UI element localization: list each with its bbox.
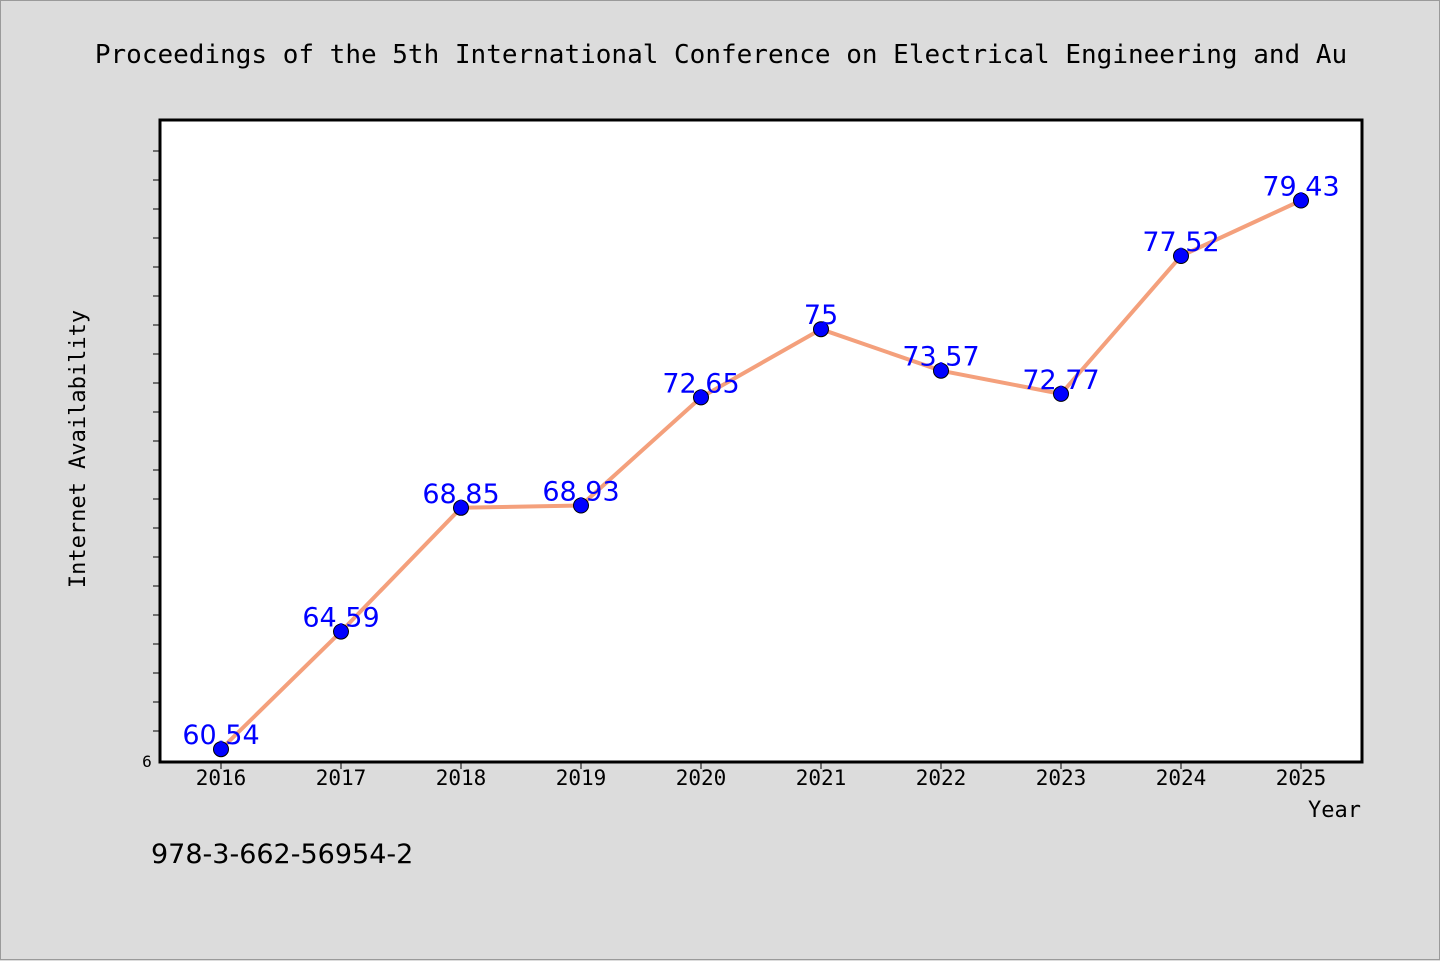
data-label: 72.77 <box>1022 365 1099 396</box>
x-tick-label: 2020 <box>676 766 727 790</box>
data-label: 68.93 <box>542 477 619 508</box>
data-label: 68.85 <box>422 479 499 510</box>
data-point <box>1053 385 1069 402</box>
y-axis-ticks <box>153 150 160 732</box>
x-tick-label: 2021 <box>796 766 847 790</box>
x-tick-label: 2025 <box>1276 766 1327 790</box>
data-labels: 60.54 64.59 68.85 68.93 72.65 75 73.57 72.77 77.… <box>182 172 1339 752</box>
data-label: 60.54 <box>182 720 259 751</box>
data-point <box>333 623 349 640</box>
plot-area <box>158 118 1364 764</box>
chart-title: Proceedings of the 5th International Con… <box>95 40 1347 70</box>
series-line <box>219 198 1303 752</box>
data-point <box>1293 192 1309 209</box>
data-point <box>573 497 589 514</box>
data-label: 72.65 <box>662 368 739 399</box>
data-point <box>693 389 709 406</box>
x-tick-label: 2022 <box>916 766 967 790</box>
x-tick-label: 2017 <box>316 766 367 790</box>
x-tick-label: 2019 <box>556 766 607 790</box>
y-tick-label: 6 <box>142 752 152 771</box>
data-point <box>213 741 229 758</box>
y-axis-label: Internet Availability <box>66 310 91 588</box>
x-tick-label: 2016 <box>196 766 247 790</box>
data-label: 73.57 <box>902 342 979 373</box>
data-label: 77.52 <box>1142 227 1219 258</box>
data-point <box>1173 248 1189 264</box>
data-point <box>933 362 949 379</box>
x-tick-label: 2018 <box>436 766 487 790</box>
data-label: 79.43 <box>1262 172 1339 203</box>
x-tick-label: 2023 <box>1036 766 1087 790</box>
x-axis-ticks: 2016 2017 2018 2019 2020 2021 2022 2023 2024 2025 <box>196 762 1327 790</box>
x-axis-label: Year <box>1308 798 1361 823</box>
isbn-footer: 978-3-662-56954-2 <box>151 839 413 870</box>
data-label: 75 <box>804 300 838 331</box>
x-tick-label: 2024 <box>1156 766 1207 790</box>
data-point <box>813 321 829 338</box>
data-point <box>453 499 469 516</box>
data-label: 64.59 <box>302 603 379 634</box>
series-layer <box>213 192 1309 758</box>
